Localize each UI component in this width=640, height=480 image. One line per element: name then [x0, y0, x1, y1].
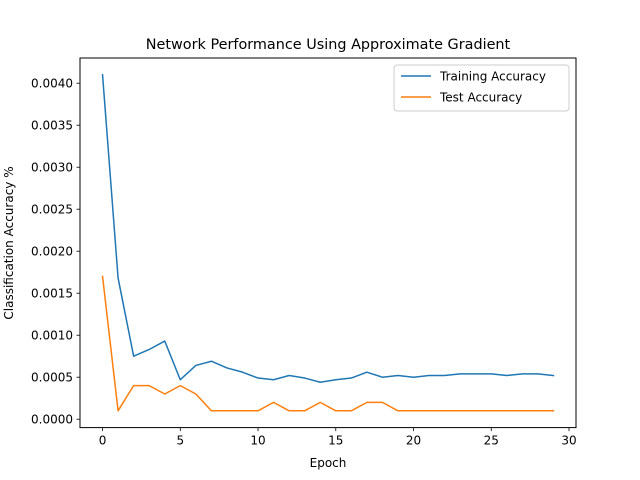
x-tick-label: 30	[561, 434, 576, 448]
legend-label-training-accuracy: Training Accuracy	[439, 70, 546, 84]
legend: Training Accuracy Test Accuracy	[393, 64, 570, 112]
y-tick-label: 0.0020	[31, 245, 73, 259]
chart-title: Network Performance Using Approximate Gr…	[146, 37, 511, 53]
y-tick-label: 0.0000	[31, 413, 73, 427]
x-tick-label: 15	[328, 434, 343, 448]
x-tick-label: 10	[250, 434, 265, 448]
series-line-test-accuracy	[101, 275, 555, 412]
plot-area	[101, 73, 555, 412]
y-tick-label: 0.0005	[31, 371, 73, 385]
y-tick-label: 0.0015	[31, 287, 73, 301]
y-tick-label: 0.0030	[31, 161, 73, 175]
x-axis-label: Epoch	[310, 456, 347, 470]
y-axis-label: Classification Accuracy %	[2, 166, 16, 319]
x-axis-ticks: 0 5 10 15 20 25 30	[99, 427, 577, 448]
x-tick-label: 0	[99, 434, 107, 448]
y-tick-label: 0.0035	[31, 119, 73, 133]
y-tick-label: 0.0010	[31, 329, 73, 343]
x-tick-label: 20	[406, 434, 421, 448]
legend-label-test-accuracy: Test Accuracy	[439, 91, 522, 105]
series-line-training-accuracy	[101, 73, 555, 383]
x-tick-label: 25	[484, 434, 499, 448]
y-axis-ticks: 0.0000 0.0005 0.0010 0.0015 0.0020 0.0025 0.00…	[31, 77, 80, 427]
y-tick-label: 0.0040	[31, 77, 73, 91]
legend-box	[393, 64, 570, 112]
x-tick-label: 5	[176, 434, 184, 448]
y-tick-label: 0.0025	[31, 203, 73, 217]
axes-frame	[79, 57, 577, 429]
